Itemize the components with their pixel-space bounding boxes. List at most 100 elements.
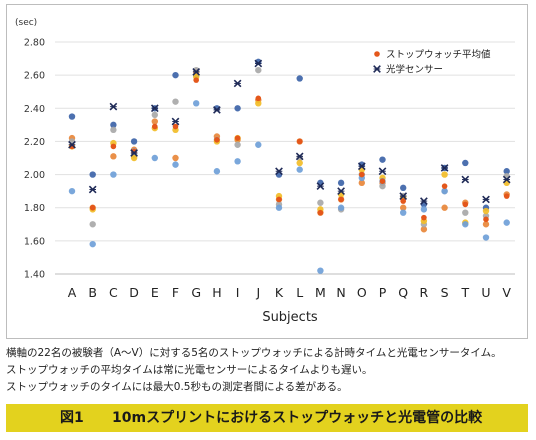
x-tick-label: L bbox=[296, 285, 303, 300]
x-tick-label: U bbox=[481, 285, 490, 300]
y-tick-label: 2.20 bbox=[24, 137, 45, 148]
stopwatch-point bbox=[193, 100, 200, 107]
stopwatch-point bbox=[462, 221, 469, 228]
stopwatch-point bbox=[151, 154, 158, 162]
legend-dot-marker bbox=[374, 51, 380, 57]
figure-title: 10mスプリントにおけるストップウォッチと光電管の比較 bbox=[112, 410, 483, 426]
caption-line-3: ストップウォッチのタイムには最大0.5秒もの測定者間による差がある。 bbox=[6, 381, 348, 393]
x-tick-label: E bbox=[151, 285, 159, 300]
x-tick-label: G bbox=[191, 285, 201, 300]
stopwatch-mean-point bbox=[379, 178, 386, 184]
optical-sensor-point bbox=[109, 102, 118, 111]
stopwatch-point bbox=[462, 209, 469, 216]
optical-sensor-point bbox=[482, 195, 490, 204]
stopwatch-mean-point bbox=[421, 214, 427, 221]
stopwatch-point bbox=[482, 207, 490, 215]
scatter-chart: (sec) 1.40 1.60 1.80 2.00 2.20 2.40 2.60 2.80 A B C… bbox=[15, 18, 515, 325]
optical-sensor-point bbox=[171, 117, 180, 126]
x-tick-label: R bbox=[420, 285, 429, 300]
stopwatch-point bbox=[296, 159, 303, 167]
stopwatch-mean-point bbox=[483, 216, 489, 223]
figure-number: 図1 bbox=[60, 410, 84, 426]
x-tick-label: C bbox=[109, 285, 118, 300]
stopwatch-mean-point bbox=[152, 123, 158, 130]
stopwatch-point bbox=[503, 219, 510, 226]
stopwatch-point bbox=[400, 204, 407, 211]
optical-sensor-point bbox=[254, 59, 263, 68]
stopwatch-point bbox=[234, 141, 241, 148]
optical-sensor-point bbox=[88, 185, 97, 194]
stopwatch-mean-point bbox=[255, 95, 262, 102]
stopwatch-point bbox=[317, 199, 324, 206]
stopwatch-point bbox=[130, 154, 138, 162]
stopwatch-mean-point bbox=[462, 201, 469, 208]
x-tick-label: Q bbox=[398, 285, 408, 300]
optical-sensor-point bbox=[130, 149, 138, 157]
x-tick-label: S bbox=[441, 285, 449, 300]
optical-sensor-point bbox=[68, 140, 76, 149]
x-tick-label: N bbox=[336, 285, 345, 300]
stopwatch-point bbox=[255, 66, 262, 74]
optical-sensor-point bbox=[150, 104, 159, 113]
stopwatch-mean-point bbox=[110, 143, 117, 150]
stopwatch-mean-point bbox=[317, 209, 324, 216]
stopwatch-point bbox=[482, 234, 490, 241]
stopwatch-point bbox=[275, 204, 283, 211]
stopwatch-mean-point bbox=[172, 123, 179, 130]
y-tick-label: 1.40 bbox=[24, 270, 45, 281]
x-tick-label: O bbox=[357, 285, 367, 300]
stopwatch-point bbox=[110, 121, 117, 129]
stopwatch-point bbox=[441, 187, 448, 195]
stopwatch-mean-point bbox=[338, 196, 344, 203]
stopwatch-point bbox=[400, 184, 407, 192]
stopwatch-mean-point bbox=[276, 196, 282, 203]
figure-title-bar: 図1 10mスプリントにおけるストップウォッチと光電管の比較 bbox=[6, 404, 528, 432]
y-tick-label: 2.00 bbox=[24, 170, 45, 181]
chart-frame: (sec) 1.40 1.60 1.80 2.00 2.20 2.40 2.60 2.80 A B C… bbox=[6, 4, 528, 339]
optical-sensor-point bbox=[502, 175, 511, 184]
stopwatch-mean-point bbox=[296, 138, 303, 145]
stopwatch-point bbox=[234, 105, 241, 112]
stopwatch-mean-point bbox=[193, 77, 199, 83]
legend-label-stopwatch: ストップウォッチ平均値 bbox=[386, 49, 491, 61]
stopwatch-mean-point bbox=[89, 204, 96, 211]
y-tick-label: 2.80 bbox=[24, 38, 45, 49]
stopwatch-point bbox=[213, 168, 221, 175]
stopwatch-point bbox=[503, 168, 510, 175]
stopwatch-point bbox=[337, 179, 345, 187]
stopwatch-mean-point bbox=[359, 171, 365, 178]
optical-sensor-point bbox=[275, 167, 283, 176]
caption-line-1: 横軸の22名の被験者（A〜V）に対する5名のストップウォッチによる計時タイムと光… bbox=[6, 347, 502, 359]
axes: (sec) 1.40 1.60 1.80 2.00 2.20 2.40 2.60 2.80 A B C… bbox=[15, 18, 511, 325]
legend-label-optical: 光学センサー bbox=[386, 64, 443, 76]
stopwatch-point bbox=[89, 240, 96, 248]
stopwatch-point bbox=[172, 161, 179, 168]
x-tick-label: B bbox=[88, 285, 97, 300]
y-tick-label: 1.80 bbox=[24, 203, 45, 214]
stopwatch-point bbox=[151, 118, 158, 125]
stopwatch-point bbox=[441, 204, 448, 211]
x-tick-label: A bbox=[68, 285, 77, 300]
stopwatch-point bbox=[379, 156, 386, 163]
stopwatch-point bbox=[379, 182, 386, 190]
optical-sensor-point bbox=[357, 162, 366, 171]
legend-x-marker bbox=[373, 65, 381, 73]
stopwatch-point bbox=[89, 171, 96, 178]
stopwatch-mean-point bbox=[441, 183, 448, 189]
figure-caption: 横軸の22名の被験者（A〜V）に対する5名のストップウォッチによる計時タイムと光… bbox=[6, 345, 530, 396]
stopwatch-point bbox=[255, 141, 262, 148]
stopwatch-point bbox=[68, 113, 76, 120]
y-tick-label: 2.60 bbox=[24, 71, 45, 82]
stopwatch-point bbox=[482, 221, 490, 228]
stopwatch-mean-point bbox=[503, 193, 510, 199]
optical-sensor-point bbox=[233, 79, 242, 88]
x-tick-label: T bbox=[460, 285, 469, 300]
optical-sensor-point bbox=[337, 187, 345, 196]
stopwatch-point bbox=[296, 166, 303, 173]
optical-sensor-point bbox=[399, 192, 408, 200]
stopwatch-point bbox=[420, 206, 428, 213]
stopwatch-point bbox=[296, 75, 303, 82]
stopwatch-point bbox=[172, 154, 179, 162]
stopwatch-point bbox=[255, 100, 262, 107]
